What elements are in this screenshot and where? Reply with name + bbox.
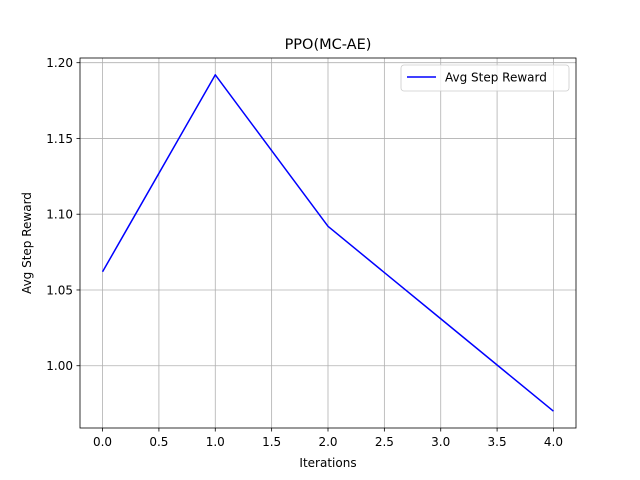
x-tick-label: 4.0 [544, 435, 563, 449]
legend-box [400, 64, 570, 92]
y-tick-label: 1.00 [46, 359, 73, 373]
y-tick-label: 1.15 [46, 132, 73, 146]
x-tick-label: 3.5 [488, 435, 507, 449]
y-axis-label: Avg Step Reward [20, 192, 34, 294]
y-axis-ticks: 1.00 1.05 1.10 1.15 1.20 [46, 56, 80, 373]
y-tick-label: 1.05 [46, 283, 73, 297]
series-line [101, 74, 554, 412]
legend-label: Avg Step Reward [445, 71, 547, 85]
x-axis-label: Iterations [299, 456, 356, 470]
x-axis-ticks: 0.0 0.5 1.0 1.5 2.0 2.5 3.0 3.5 4.0 [93, 428, 563, 449]
series-layer [101, 74, 554, 412]
x-tick-label: 1.5 [262, 435, 281, 449]
y-tick-label: 1.10 [46, 208, 73, 222]
legend: Avg Step Reward [400, 64, 570, 92]
x-tick-label: 0.5 [149, 435, 168, 449]
x-tick-label: 2.5 [375, 435, 394, 449]
x-tick-label: 0.0 [93, 435, 112, 449]
chart-title: PPO(MC-AE) [285, 37, 372, 53]
x-tick-label: 1.0 [206, 435, 225, 449]
y-tick-label: 1.20 [46, 56, 73, 70]
x-tick-label: 3.0 [431, 435, 450, 449]
grid [80, 58, 576, 428]
x-tick-label: 2.0 [318, 435, 337, 449]
